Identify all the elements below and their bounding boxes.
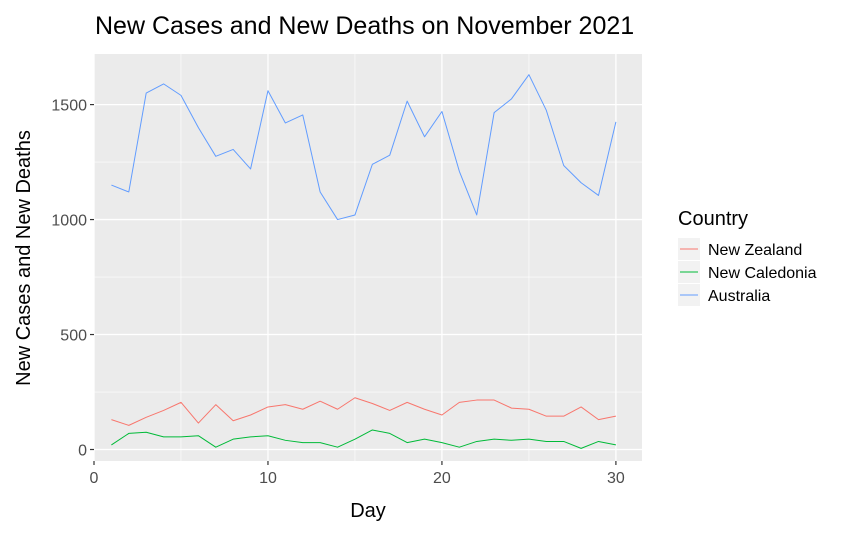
y-axis-title: New Cases and New Deaths	[13, 130, 35, 386]
x-tick-label: 20	[433, 470, 451, 487]
legend-label-new-zealand: New Zealand	[708, 242, 802, 259]
legend-label-new-caledonia: New Caledonia	[708, 265, 817, 282]
y-tick-label: 1000	[51, 213, 87, 230]
legend-label-australia: Australia	[708, 288, 770, 305]
chart-title: New Cases and New Deaths on November 202…	[95, 12, 634, 40]
x-tick-label: 30	[607, 470, 625, 487]
plot-panel	[94, 54, 642, 461]
series-line-australia	[111, 74, 617, 221]
x-axis: 0 10 20 30	[90, 461, 625, 487]
x-axis-title: Day	[350, 500, 386, 522]
legend-title: Country	[678, 208, 748, 230]
y-tick-label: 1500	[51, 98, 87, 115]
x-tick-label: 0	[90, 470, 99, 487]
grid-lines	[93, 54, 642, 461]
y-axis: 0 500 1000 1500	[51, 98, 94, 460]
series-line-new-zealand	[111, 397, 616, 426]
series-line-new-caledonia	[111, 429, 616, 449]
legend-items: New Zealand New Caledonia Australia	[678, 238, 817, 306]
x-tick-label: 10	[259, 470, 277, 487]
y-tick-label: 0	[78, 443, 87, 460]
y-tick-label: 500	[60, 328, 87, 345]
data-series	[111, 74, 617, 449]
legend: Country New Zealand New Caledonia Australi…	[678, 208, 817, 306]
